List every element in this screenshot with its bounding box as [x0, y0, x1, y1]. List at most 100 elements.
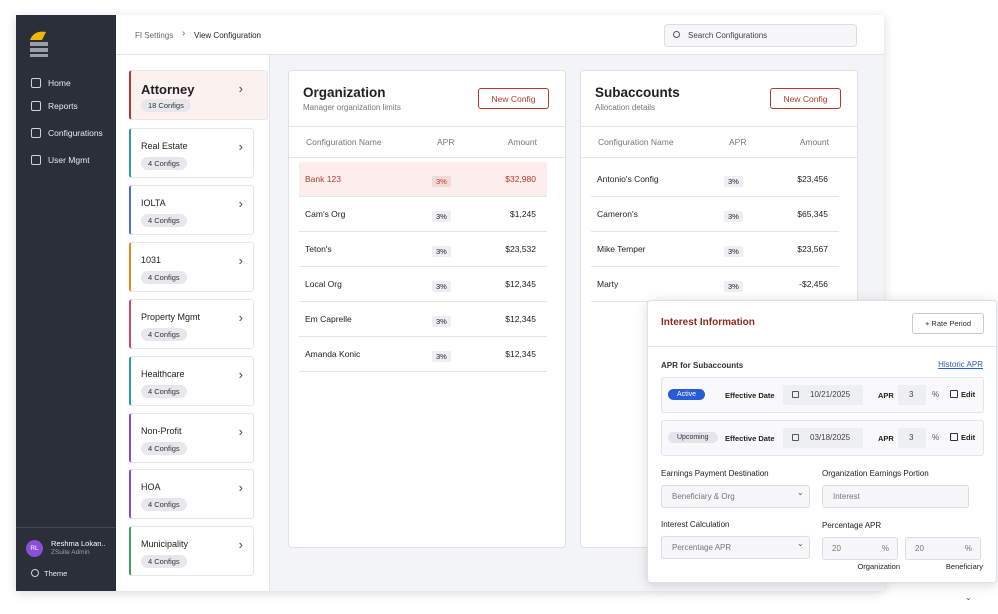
column-header: Configuration Name	[598, 137, 674, 147]
field-label: Percentage APR	[822, 521, 882, 530]
category-name: Municipality	[141, 539, 189, 550]
category-count: 4 Configs	[141, 384, 187, 398]
nav-item[interactable]: Reports	[48, 101, 78, 111]
config-name: Amanda Konic	[305, 349, 361, 359]
category-card[interactable]: 1031 4 Configs ›	[129, 241, 254, 292]
sidebar: Home Reports Configurations User Mgmt RL Resh…	[16, 15, 116, 591]
search-box[interactable]: Search Configurations	[664, 24, 857, 47]
select[interactable]: Beneficiary & Org	[661, 485, 810, 508]
chevron: ›	[238, 480, 243, 496]
apr-input[interactable]: 3	[898, 385, 926, 405]
select[interactable]: Interest	[822, 485, 969, 508]
table-row[interactable]: Em Caprelle 3% $12,345	[299, 302, 547, 337]
category-count: 4 Configs	[141, 270, 187, 284]
interest-panel: Interest Information + Rate Period APR for…	[647, 300, 997, 602]
theme[interactable]: Theme	[44, 569, 68, 578]
percent-input[interactable]: 20%	[822, 537, 898, 560]
apr-badge: 3%	[432, 176, 451, 187]
breadcrumb-sep: ›	[182, 28, 186, 39]
table-row[interactable]: Mike Temper 3% $23,567	[591, 232, 839, 267]
nav-item[interactable]: User Mgmt	[48, 155, 90, 165]
apr-badge: 3%	[432, 246, 451, 257]
percent-value: 20	[915, 544, 924, 553]
table-row[interactable]: Bank 123 3% $32,980	[299, 162, 547, 197]
percent-value: 20	[832, 544, 841, 553]
user-name: Reshma Lokan..	[51, 539, 106, 548]
breadcrumb: View Configuration	[194, 31, 262, 40]
field-label: Interest Calculation	[661, 520, 730, 529]
new-config-button[interactable]: New Config	[478, 88, 549, 109]
config-name: Cam's Org	[305, 209, 346, 219]
date-input[interactable]: 03/18/2025	[783, 428, 863, 448]
select[interactable]: Percentage APR	[661, 536, 810, 559]
column-header: Amount	[507, 137, 537, 147]
chevron: ›	[238, 423, 243, 439]
rate-period-button[interactable]: + Rate Period	[912, 313, 984, 334]
apr-field-label: APR	[878, 391, 894, 400]
nav-item[interactable]: Configurations	[48, 128, 103, 138]
category-card[interactable]: Attorney 18 Configs ›	[129, 70, 268, 120]
nav-icon	[31, 128, 41, 138]
table-row[interactable]: Cam's Org 3% $1,245	[299, 197, 547, 232]
apr-badge: 3%	[724, 246, 743, 257]
edit-button[interactable]: Edit	[961, 390, 976, 399]
breadcrumb[interactable]: FI Settings	[135, 31, 174, 40]
category-card[interactable]: IOLTA 4 Configs ›	[129, 184, 254, 235]
apr-badge: 3%	[432, 316, 451, 327]
category-card[interactable]: Property Mgmt 4 Configs ›	[129, 298, 254, 349]
table-row[interactable]: Marty 3% -$2,456	[591, 267, 839, 302]
new-config-button[interactable]: New Config	[770, 88, 841, 109]
apr-label: APR for Subaccounts	[661, 361, 744, 370]
category-card[interactable]: Non-Profit 4 Configs ›	[129, 412, 254, 463]
config-name: Marty	[597, 279, 619, 289]
logo	[28, 28, 50, 58]
category-name: Healthcare	[141, 368, 185, 379]
apr-value: 3	[909, 390, 914, 399]
amount: $23,456	[797, 174, 828, 184]
table-row[interactable]: Cameron's 3% $65,345	[591, 197, 839, 232]
search-icon	[673, 31, 680, 38]
chevron: ⌄	[797, 539, 804, 548]
chevron: ⌄	[797, 488, 804, 497]
date-input[interactable]: 10/21/2025	[783, 385, 863, 405]
category-name: Non-Profit	[141, 425, 182, 436]
apr-unit: %	[932, 433, 940, 442]
date-label: Effective Date	[725, 391, 775, 400]
config-name: Cameron's	[597, 209, 638, 219]
apr-badge: 3%	[724, 281, 743, 292]
edit-button[interactable]: Edit	[961, 433, 976, 442]
category-count: 4 Configs	[141, 441, 187, 455]
date-label: Effective Date	[725, 434, 775, 443]
panel-title: Interest Information	[661, 317, 755, 328]
chevron: ›	[238, 366, 243, 382]
category-card[interactable]: HOA 4 Configs ›	[129, 469, 254, 520]
category-card[interactable]: Real Estate 4 Configs ›	[129, 128, 254, 178]
table-row[interactable]: Amanda Konic 3% $12,345	[299, 337, 547, 372]
chevron: ⌄	[965, 593, 972, 602]
table-row[interactable]: Antonio's Config 3% $23,456	[591, 162, 839, 197]
category-name: Attorney	[141, 82, 195, 97]
user-role: ZSuite Admin	[51, 549, 90, 556]
amount: $12,345	[505, 349, 536, 359]
top-bar: FI Settings › View Configuration Search Con…	[116, 15, 884, 55]
category-name: IOLTA	[141, 197, 166, 208]
config-name: Teton's	[305, 244, 332, 254]
category-card[interactable]: Healthcare 4 Configs ›	[129, 355, 254, 406]
table-row[interactable]: Teton's 3% $23,532	[299, 232, 547, 267]
apr-input[interactable]: 3	[898, 428, 926, 448]
nav-item[interactable]: Home	[48, 78, 71, 88]
table-row[interactable]: Local Org 3% $12,345	[299, 267, 547, 302]
category-card[interactable]: Municipality 4 Configs ›	[129, 526, 254, 577]
category-name: Property Mgmt	[141, 311, 201, 322]
search-placeholder: Search Configurations	[688, 31, 768, 40]
percent-unit: %	[881, 544, 889, 553]
percent-input[interactable]: 20%	[905, 537, 981, 560]
avatar: RL	[26, 540, 43, 557]
apr-badge: 3%	[724, 176, 743, 187]
historic-link[interactable]: Historic APR	[938, 360, 983, 369]
date-value: 03/18/2025	[810, 433, 851, 442]
divider	[289, 126, 565, 127]
amount: $65,345	[797, 209, 828, 219]
chevron: ›	[238, 537, 243, 553]
